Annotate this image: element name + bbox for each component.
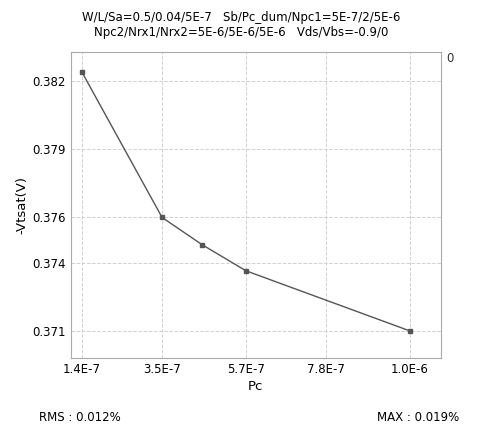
Text: W/L/Sa=0.5/0.04/5E-7   Sb/Pc_dum/Npc1=5E-7/2/5E-6
Npc2/Nrx1/Nrx2=5E-6/5E-6/5E-6 : W/L/Sa=0.5/0.04/5E-7 Sb/Pc_dum/Npc1=5E-7… [82, 11, 401, 39]
Text: RMS : 0.012%: RMS : 0.012% [39, 411, 120, 424]
Text: 0: 0 [446, 52, 454, 65]
Y-axis label: -Vtsat(V): -Vtsat(V) [15, 176, 28, 234]
Text: MAX : 0.019%: MAX : 0.019% [377, 411, 459, 424]
X-axis label: Pc: Pc [248, 380, 263, 393]
